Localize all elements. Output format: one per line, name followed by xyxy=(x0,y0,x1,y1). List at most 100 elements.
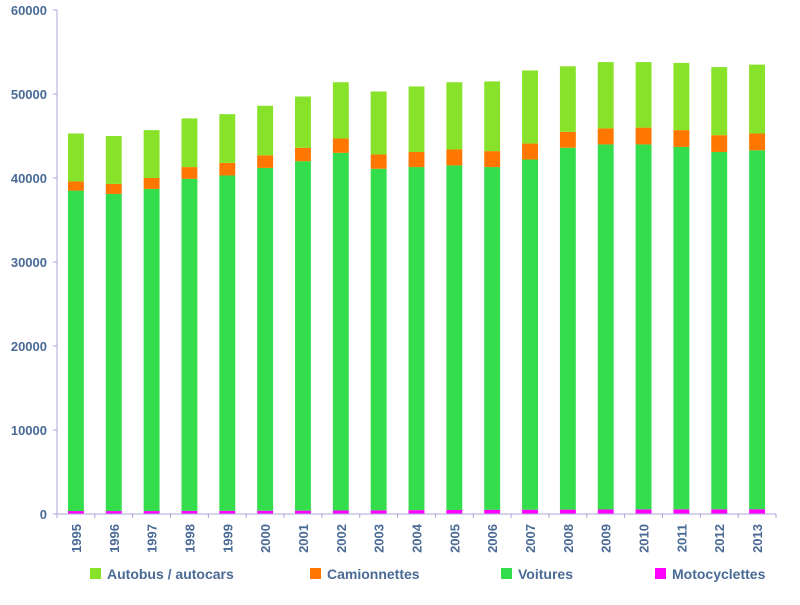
x-tick-label: 1998 xyxy=(182,524,197,553)
bar-motocyclettes-2007 xyxy=(522,509,538,514)
y-tick-label: 20000 xyxy=(11,339,47,354)
y-tick-label: 10000 xyxy=(11,423,47,438)
y-tick-label: 60000 xyxy=(11,3,47,18)
y-tick-label: 40000 xyxy=(11,171,47,186)
bar-voitures-1995 xyxy=(67,190,84,512)
legend-swatch-motocyclettes xyxy=(655,568,666,579)
bar-motocyclettes-2000 xyxy=(257,510,274,514)
bar-voitures-1996 xyxy=(105,193,122,512)
bar-camionnettes-2009 xyxy=(597,128,614,145)
y-axis-ticks: 0 10000 20000 30000 40000 50000 60000 xyxy=(11,3,57,522)
x-tick-label: 2002 xyxy=(334,524,349,553)
x-tick-label: 1996 xyxy=(107,524,122,553)
bar-camionnettes-2010 xyxy=(635,127,652,145)
bar-motocyclettes-1999 xyxy=(219,510,236,514)
bar-voitures-2012 xyxy=(711,151,728,510)
bar-camionnettes-1999 xyxy=(219,162,236,176)
bar-autobus-autocars-2006 xyxy=(484,81,501,152)
x-tick-label: 2005 xyxy=(447,524,462,553)
bar-voitures-2006 xyxy=(484,167,501,510)
bar-camionnettes-2011 xyxy=(673,130,690,147)
bar-voitures-2010 xyxy=(635,144,652,510)
x-tick-label: 2007 xyxy=(523,524,538,553)
x-tick-label: 1999 xyxy=(220,524,235,553)
x-tick-label: 2001 xyxy=(296,524,311,553)
bar-motocyclettes-1996 xyxy=(105,511,122,514)
x-tick-label: 2008 xyxy=(561,524,576,553)
bar-camionnettes-2012 xyxy=(711,135,728,152)
bar-camionnettes-1997 xyxy=(143,178,160,189)
bar-motocyclettes-2011 xyxy=(673,509,690,514)
legend-swatch-voitures xyxy=(501,568,512,579)
bar-autobus-autocars-2001 xyxy=(295,96,311,148)
bar-motocyclettes-2012 xyxy=(711,509,728,514)
bar-voitures-2007 xyxy=(522,159,538,510)
legend-swatch-autobus-autocars xyxy=(90,568,101,579)
bar-voitures-1997 xyxy=(143,188,160,512)
bar-autobus-autocars-2007 xyxy=(522,70,538,144)
bar-camionnettes-2000 xyxy=(257,155,274,168)
bar-voitures-2001 xyxy=(295,161,311,511)
x-tick-label: 2010 xyxy=(637,524,652,553)
bar-motocyclettes-2001 xyxy=(295,510,311,514)
bar-autobus-autocars-2005 xyxy=(446,82,463,150)
bar-motocyclettes-1998 xyxy=(181,510,198,514)
bar-voitures-2000 xyxy=(257,167,274,511)
bar-camionnettes-2007 xyxy=(522,143,538,160)
bar-voitures-2008 xyxy=(559,147,576,510)
bar-motocyclettes-2010 xyxy=(635,509,652,514)
bar-voitures-2013 xyxy=(749,150,766,510)
x-axis-ticks: 1995 1996 1997 1998 1999 2000 2001 2002 2003 2004… xyxy=(56,514,777,553)
legend-label-motocyclettes: Motocyclettes xyxy=(672,566,766,582)
bar-camionnettes-2002 xyxy=(332,138,349,153)
bar-camionnettes-2006 xyxy=(484,151,501,168)
bar-autobus-autocars-2012 xyxy=(711,67,728,136)
bar-autobus-autocars-2013 xyxy=(749,64,766,134)
x-tick-label: 2012 xyxy=(712,524,727,553)
bar-camionnettes-2004 xyxy=(408,151,425,168)
bar-camionnettes-2003 xyxy=(370,154,387,169)
bar-autobus-autocars-2010 xyxy=(635,62,652,128)
bar-motocyclettes-2009 xyxy=(597,509,614,514)
y-tick-label: 30000 xyxy=(11,255,47,270)
bar-autobus-autocars-1999 xyxy=(219,114,236,163)
legend-label-camionnettes: Camionnettes xyxy=(327,566,420,582)
bar-camionnettes-1998 xyxy=(181,167,198,179)
bar-autobus-autocars-1997 xyxy=(143,130,160,178)
x-tick-label: 1997 xyxy=(145,524,160,553)
bar-voitures-2002 xyxy=(332,152,349,511)
bar-camionnettes-1996 xyxy=(105,183,122,194)
bar-autobus-autocars-2009 xyxy=(597,62,614,129)
x-tick-label: 2004 xyxy=(410,523,425,553)
bar-autobus-autocars-2003 xyxy=(370,91,387,155)
bar-autobus-autocars-2000 xyxy=(257,105,274,156)
y-tick-label: 50000 xyxy=(11,87,47,102)
bar-autobus-autocars-2008 xyxy=(559,66,576,132)
x-tick-label: 2006 xyxy=(485,524,500,553)
x-tick-label: 1995 xyxy=(69,524,84,553)
bar-motocyclettes-1995 xyxy=(67,511,84,514)
bar-voitures-2004 xyxy=(408,167,425,511)
bars-layer xyxy=(67,62,766,514)
legend-label-voitures: Voitures xyxy=(518,566,573,582)
bar-motocyclettes-2003 xyxy=(370,510,387,514)
bar-voitures-2011 xyxy=(673,146,690,510)
legend: Autobus / autocars Camionnettes Voitures Mo… xyxy=(90,566,766,582)
x-tick-label: 2013 xyxy=(750,524,765,553)
bar-voitures-1999 xyxy=(219,175,236,511)
bar-autobus-autocars-2002 xyxy=(332,82,349,139)
bar-voitures-2009 xyxy=(597,144,614,510)
bar-motocyclettes-2013 xyxy=(749,509,766,514)
bar-autobus-autocars-1998 xyxy=(181,118,198,168)
bar-camionnettes-2008 xyxy=(559,131,576,148)
y-tick-label: 0 xyxy=(40,507,47,522)
bar-autobus-autocars-1995 xyxy=(67,133,84,182)
bar-camionnettes-1995 xyxy=(67,181,84,191)
x-tick-label: 2000 xyxy=(258,524,273,553)
bar-camionnettes-2001 xyxy=(295,147,311,162)
bar-motocyclettes-2008 xyxy=(559,509,576,514)
bar-motocyclettes-2004 xyxy=(408,510,425,514)
legend-swatch-camionnettes xyxy=(310,568,321,579)
bar-motocyclettes-2005 xyxy=(446,509,463,514)
